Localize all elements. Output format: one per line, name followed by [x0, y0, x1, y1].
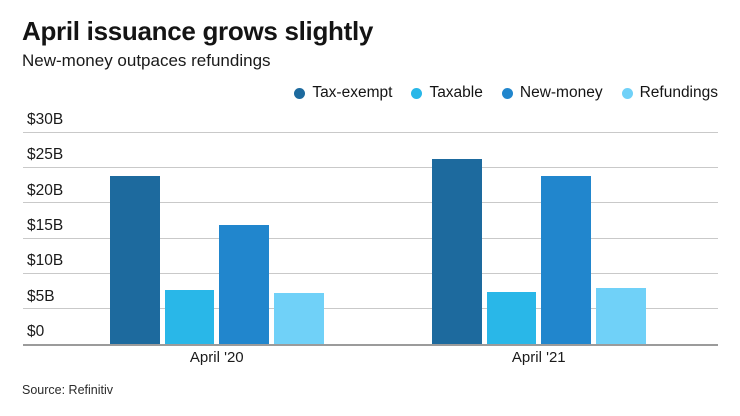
x-category-label: April '20	[189, 349, 244, 366]
y-tick-label: $10B	[27, 252, 64, 270]
legend-item-new-money: New-money	[501, 84, 603, 102]
gridline	[23, 272, 718, 274]
y-tick-label: $5B	[27, 287, 55, 305]
y-tick-label: $30B	[27, 111, 64, 128]
bar-new-money	[219, 225, 269, 344]
legend-label: Tax-exempt	[312, 84, 393, 101]
bar-tax-exempt	[110, 175, 160, 344]
legend-item-taxable: Taxable	[411, 84, 483, 102]
y-tick-label: $20B	[27, 181, 64, 199]
bar-tax-exempt	[432, 158, 482, 344]
legend-item-refundings: Refundings	[621, 84, 718, 102]
bar-taxable	[164, 289, 215, 344]
bar-taxable	[486, 292, 537, 344]
x-axis-line	[23, 344, 718, 346]
gridline	[23, 202, 718, 204]
gridline	[23, 166, 718, 168]
source-note: Source: Refinitiv	[22, 383, 114, 397]
chart-subtitle: New-money outpaces refundings	[22, 51, 271, 70]
legend-dot-icon	[621, 87, 633, 99]
chart-title: April issuance grows slightly	[22, 16, 374, 46]
y-tick-label: $0	[27, 323, 45, 340]
legend-label: Refundings	[639, 84, 718, 101]
legend-label: Taxable	[429, 84, 483, 101]
y-tick-label: $25B	[27, 146, 64, 164]
x-category-label: April '21	[511, 349, 566, 366]
bar-refundings	[596, 288, 646, 344]
legend-item-tax-exempt: Tax-exempt	[294, 84, 392, 102]
legend-dot-icon	[501, 87, 513, 99]
legend-dot-icon	[411, 87, 423, 99]
bar-refundings	[274, 293, 324, 344]
legend-dot-icon	[294, 87, 306, 99]
gridline	[23, 131, 718, 133]
gridline	[23, 308, 718, 310]
bar-new-money	[541, 175, 591, 344]
legend: Tax-exempt Taxable New-money Refundings	[294, 84, 718, 102]
y-tick-label: $15B	[27, 217, 64, 234]
legend-label: New-money	[519, 84, 603, 101]
gridline	[23, 237, 718, 239]
